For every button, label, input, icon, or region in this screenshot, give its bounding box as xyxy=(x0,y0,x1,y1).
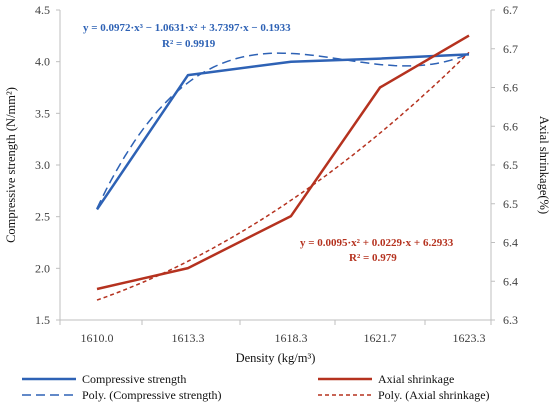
trendline-equation: y = 0.0972·x³ − 1.0631·x² + 3.7397·x − 0… xyxy=(83,22,291,34)
trendlines xyxy=(96,51,470,301)
right-y-tick-label: 6.7 xyxy=(503,3,518,17)
left-y-tick-label: 1.5 xyxy=(35,313,50,327)
left-y-tick-label: 2.5 xyxy=(35,210,50,224)
x-tick-label: 1623.3 xyxy=(453,331,486,345)
series-lines xyxy=(95,34,470,291)
legend-label: Axial shrinkage xyxy=(378,372,454,386)
legend-label: Poly. (Axial shrinkage) xyxy=(378,388,490,402)
trendline-r2: R² = 0.9919 xyxy=(162,38,216,50)
x-axis-title: Density (kg/m³) xyxy=(236,351,316,365)
left-y-tick-label: 4.5 xyxy=(35,3,50,17)
left-y-tick-label: 3.0 xyxy=(35,158,50,172)
x-tick-label: 1618.3 xyxy=(275,331,308,345)
trendline-axial-shrinkage xyxy=(96,51,470,301)
series-line-axial-shrinkage xyxy=(96,34,470,291)
right-y-tick-label: 6.4 xyxy=(503,274,518,288)
left-y-tick-label: 2.0 xyxy=(35,261,50,275)
right-y-tick-label: 6.4 xyxy=(503,236,518,250)
right-y-tick-label: 6.6 xyxy=(503,81,518,95)
right-y-tick-label: 6.7 xyxy=(503,42,518,56)
x-tick-label: 1621.7 xyxy=(364,331,397,345)
trendline-labels: y = 0.0972·x³ − 1.0631·x² + 3.7397·x − 0… xyxy=(83,22,454,264)
legend-label: Poly. (Compressive strength) xyxy=(82,388,222,402)
trendline-compressive-strength xyxy=(96,52,470,209)
legend-label: Compressive strength xyxy=(82,372,186,386)
right-y-tick-label: 6.5 xyxy=(503,158,518,172)
trendline-equation: y = 0.0095·x² + 0.0229·x + 6.2933 xyxy=(300,237,454,249)
series-line-compressive-strength xyxy=(95,53,470,211)
axes: 1610.0 1613.3 1618.3 1621.7 1623.3 1.5 2.0 2.5 3… xyxy=(4,3,550,365)
x-tick-label: 1613.3 xyxy=(172,331,205,345)
left-y-tick-label: 4.0 xyxy=(35,55,50,69)
left-y-tick-label: 3.5 xyxy=(35,106,50,120)
right-y-axis-title: Axial shrinkage(%) xyxy=(537,116,550,214)
x-tick-label: 1610.0 xyxy=(81,331,114,345)
legend: Compressive strength Axial shrinkage Poly.… xyxy=(22,372,490,402)
left-y-axis-title: Compressive strength (N/mm²) xyxy=(4,87,18,243)
right-y-tick-label: 6.3 xyxy=(503,313,518,327)
right-y-tick-label: 6.6 xyxy=(503,119,518,133)
right-y-tick-label: 6.5 xyxy=(503,197,518,211)
trendline-r2: R² = 0.979 xyxy=(349,252,397,264)
